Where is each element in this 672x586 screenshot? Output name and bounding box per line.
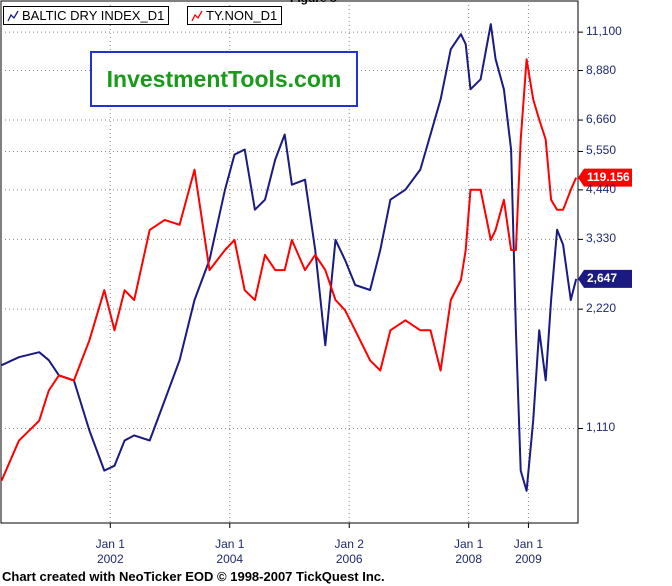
y-tick-label: 6,660 <box>586 112 617 127</box>
legend-icon <box>191 10 203 22</box>
series-line <box>1 23 578 492</box>
y-tick-label: 8,880 <box>586 62 617 77</box>
x-tick-label: Jan 1 2004 <box>215 537 245 566</box>
last-value-badge <box>578 269 632 288</box>
legend-swatch <box>191 10 203 22</box>
footer: Chart created with NeoTicker EOD © 1998-… <box>2 569 385 584</box>
chart-title: Figure 5 <box>290 0 337 6</box>
x-tick-label: Jan 1 2009 <box>513 537 544 566</box>
x-tick-label: Jan 1 2002 <box>95 537 125 566</box>
last-value-badge <box>578 168 632 187</box>
last-value-label: 2,647 <box>587 270 618 285</box>
y-tick-label: 1,110 <box>586 420 616 435</box>
legend-swatch <box>7 10 19 22</box>
x-tick-label: Jan 1 2008 <box>454 537 484 566</box>
y-tick-label: 5,550 <box>586 143 617 158</box>
y-tick-label: 2,220 <box>586 301 617 316</box>
y-tick-label: 11,100 <box>586 24 622 39</box>
legend-icon <box>7 10 19 22</box>
y-tick-label: 3,330 <box>586 231 617 246</box>
series-line <box>0 58 578 481</box>
last-value-label: 119.156 <box>587 169 630 184</box>
x-tick-label: Jan 2 2006 <box>334 537 364 566</box>
y-tick-label: 4,440 <box>586 181 617 196</box>
legend-item: TY.NON_D1 <box>187 6 283 25</box>
watermark: InvestmentTools.com <box>90 51 358 107</box>
legend-item: BALTIC DRY INDEX_D1 <box>3 6 170 25</box>
